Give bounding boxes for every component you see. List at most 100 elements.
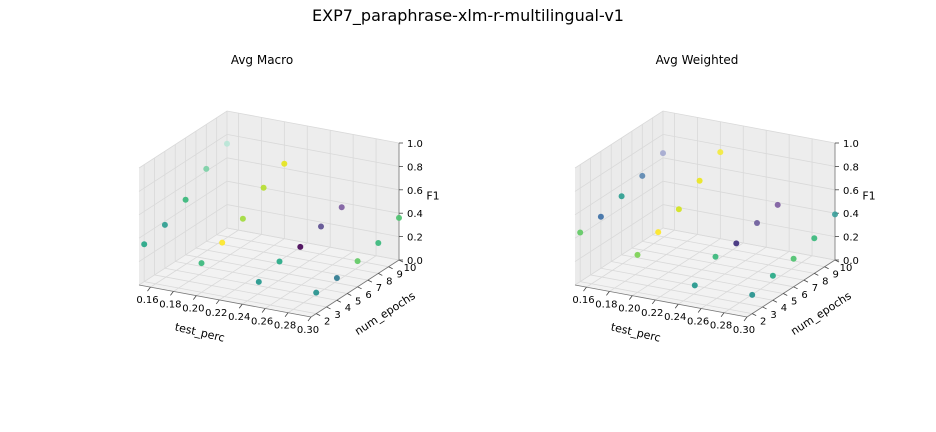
z-tick-label: 0.2 xyxy=(407,233,423,244)
y-tick-label: 8 xyxy=(386,276,392,287)
left-wall-pane xyxy=(139,111,227,285)
data-point xyxy=(655,229,662,236)
x-tick-label: 0.16 xyxy=(136,295,158,306)
y-axis-label: num_epochs xyxy=(788,289,854,338)
back-wall-pane xyxy=(663,111,835,260)
data-point xyxy=(224,140,230,147)
gridline xyxy=(138,157,400,216)
data-point xyxy=(276,258,283,265)
y-axis-line xyxy=(746,259,836,318)
y-tick-label: 6 xyxy=(365,290,371,301)
x-tick-label: 0.18 xyxy=(159,299,181,310)
x-tick xyxy=(193,295,197,300)
x-tick-label: 0.30 xyxy=(733,325,755,336)
floor-pane xyxy=(139,228,399,317)
y-tick xyxy=(772,299,778,303)
x-axis-line xyxy=(138,284,312,318)
gridline xyxy=(574,133,836,192)
y-tick-label: 5 xyxy=(355,297,361,308)
data-point xyxy=(255,278,262,285)
x-tick-label: 0.20 xyxy=(618,304,640,315)
gridline xyxy=(173,234,262,292)
data-point xyxy=(333,275,340,281)
data-point xyxy=(733,240,740,247)
data-point xyxy=(717,149,724,156)
x-tick xyxy=(284,312,289,317)
data-point xyxy=(281,160,288,167)
z-tick-label: 0.0 xyxy=(843,256,859,267)
gridline xyxy=(600,267,773,301)
data-point xyxy=(354,258,361,265)
z-tick-label: 1.0 xyxy=(407,139,423,150)
z-tick-label: 1.0 xyxy=(843,139,859,150)
data-point xyxy=(161,221,168,228)
data-point xyxy=(618,193,625,200)
gridline xyxy=(264,251,354,309)
y-tick xyxy=(783,293,788,296)
y-tick xyxy=(357,286,362,290)
data-point xyxy=(774,201,781,208)
gridline xyxy=(574,204,836,262)
data-point xyxy=(832,211,838,218)
y-axis-line xyxy=(310,259,400,318)
y-tick-label: 6 xyxy=(801,290,807,301)
z-tick-label: 0.8 xyxy=(407,162,423,173)
gridline xyxy=(609,234,698,292)
gridline xyxy=(723,255,813,314)
subplot-title: Avg Macro xyxy=(231,53,293,67)
z-tick-label: 0.0 xyxy=(407,256,423,267)
data-point xyxy=(639,172,646,179)
data-point xyxy=(577,229,584,236)
data-point xyxy=(239,215,246,222)
gridline xyxy=(574,110,836,169)
y-tick-label: 5 xyxy=(791,297,797,308)
floor-pane xyxy=(575,228,835,317)
data-point xyxy=(675,206,682,213)
y-tick xyxy=(326,306,331,310)
y-tick-label: 3 xyxy=(770,310,776,321)
y-tick-label: 2 xyxy=(760,317,766,328)
y-tick xyxy=(803,279,809,283)
data-point xyxy=(769,272,776,279)
gridline xyxy=(164,267,337,301)
data-point xyxy=(375,240,382,246)
data-point xyxy=(318,223,324,230)
gridline xyxy=(586,229,675,288)
x-tick xyxy=(238,303,243,309)
data-point xyxy=(141,241,148,248)
data-point xyxy=(811,235,818,242)
data-point xyxy=(790,255,797,262)
gridline xyxy=(219,242,308,301)
x-tick-label: 0.22 xyxy=(641,308,663,319)
z-tick-label: 0.4 xyxy=(843,209,859,220)
gridline xyxy=(700,251,790,309)
y-tick-label: 9 xyxy=(832,270,838,281)
x-tick xyxy=(674,303,679,309)
z-tick-label: 0.4 xyxy=(407,209,423,220)
gridline xyxy=(287,255,377,314)
gridline xyxy=(138,227,400,286)
y-tick-label: 10 xyxy=(840,263,853,274)
gridline xyxy=(677,246,767,305)
gridline xyxy=(138,110,400,169)
gridline xyxy=(580,281,753,315)
data-point xyxy=(712,253,719,260)
x-tick-label: 0.28 xyxy=(274,321,296,332)
x-tick-label: 0.22 xyxy=(205,308,227,319)
data-point xyxy=(297,243,304,250)
subplot-avg-macro: 0.16 0.18 0.20 0.22 0.24 0.26 0.28 0.30 23456789… xyxy=(136,53,439,345)
y-tick-label: 4 xyxy=(345,303,351,314)
gridline xyxy=(574,227,836,286)
x-tick-label: 0.24 xyxy=(228,312,250,323)
y-tick xyxy=(751,313,757,317)
y-tick-label: 7 xyxy=(376,283,382,294)
gridline xyxy=(150,229,239,288)
z-tick-label: 0.6 xyxy=(407,186,423,197)
x-tick xyxy=(261,308,266,313)
y-axis-label: num_epochs xyxy=(352,289,418,338)
x-tick-label: 0.18 xyxy=(595,299,617,310)
data-point xyxy=(696,177,703,184)
data-point xyxy=(219,239,226,246)
x-tick xyxy=(147,286,151,292)
